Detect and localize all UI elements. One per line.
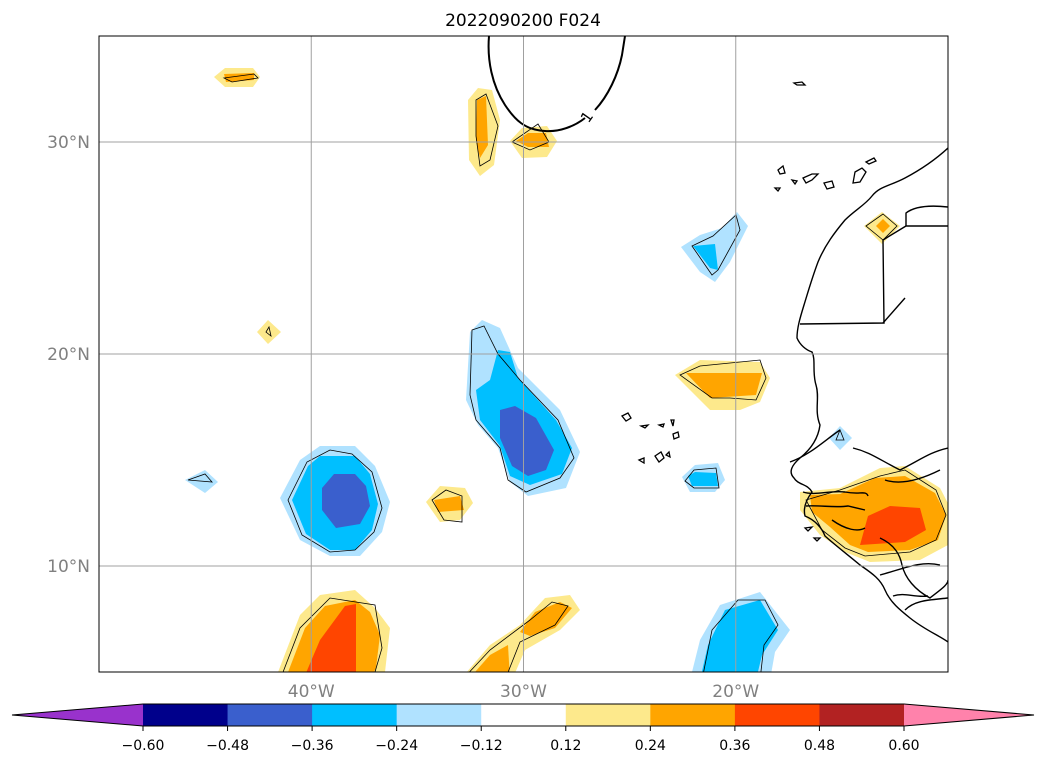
islands [620,81,877,542]
axis-labels: 40°W 30°W 20°W 10°N 20°N 30°N [47,133,759,702]
coastlines [789,147,948,643]
cool-core [701,600,778,672]
colorbar-segment [312,704,398,726]
lat-tick-label: 10°N [47,557,90,577]
shaded-anomaly-areas [185,68,948,672]
cool-core [688,472,718,486]
colorbar-extend-high [904,704,1034,726]
strong-cool-core [322,474,370,528]
cool-halo [829,426,852,450]
lat-tick-label: 30°N [47,133,90,153]
colorbar-tick-label: 0.48 [804,738,835,754]
map-frame [98,35,949,673]
colorbar-tick-label: −0.12 [460,738,503,754]
colorbar-tick-label: −0.24 [375,738,418,754]
strong-warm-core [860,506,926,545]
colorbar-tick-label: 0.60 [888,738,919,754]
colorbar-segment [819,704,905,726]
warm-core [475,645,510,672]
colorbar-tick-label: −0.60 [122,738,165,754]
colorbar-tick-label: −0.48 [206,738,249,754]
colorbar-segment [734,704,820,726]
warm-core [876,219,890,233]
warm-core [516,133,549,147]
cool-core [693,244,718,270]
lon-tick-label: 30°W [500,682,547,702]
warm-halo [257,320,281,344]
colorbar-segment [481,704,567,726]
colorbar-tick-label: −0.36 [291,738,334,754]
warm-core [434,496,464,512]
colorbar-extend-low [12,704,143,726]
map-gridlines [99,36,948,672]
chart-title: 2022090200 F024 [445,11,601,31]
strong-cool-core [500,406,554,476]
colorbar-tick-label: 0.24 [635,738,666,754]
colorbar-segment [143,704,229,726]
lon-tick-label: 40°W [288,682,335,702]
colorbar-tick-label: 0.12 [550,738,581,754]
warm-core [686,373,762,398]
lon-tick-label: 20°W [712,682,759,702]
lat-tick-label: 20°N [47,345,90,365]
colorbar-tick-label: 0.36 [719,738,750,754]
strong-warm-core [306,604,356,672]
colorbar-segment [565,704,651,726]
warm-core [520,602,572,636]
colorbar-segment [650,704,736,726]
colorbar-segment [396,704,482,726]
contour-line-1 [487,36,626,133]
colorbar: −0.60 −0.48 −0.36 −0.24 −0.12 0.12 0.24 0.36 0.4… [11,703,1035,754]
colorbar-segment [227,704,313,726]
